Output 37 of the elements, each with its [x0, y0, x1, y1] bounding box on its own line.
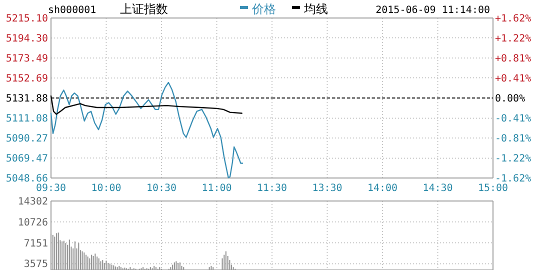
y-tick-label: 7151	[24, 238, 48, 250]
text: 2015-06-09 11:14:00	[376, 5, 490, 16]
x-tick-label: 13:30	[312, 183, 342, 194]
y2-tick-label: -0.81%	[495, 134, 532, 144]
chart-subtitle: 上证指数	[120, 2, 168, 16]
y-tick-label: 10726	[18, 217, 48, 228]
y-tick-label: 5152.69	[6, 73, 48, 84]
x-tick-label: 11:00	[202, 183, 232, 194]
y-tick-label: 14302	[18, 196, 48, 208]
x-tick-label: 11:30	[256, 183, 288, 194]
y2-tick-label: +0.81%	[495, 54, 532, 64]
y2-tick-label: 0.00%	[495, 94, 526, 104]
line-series	[50, 82, 244, 178]
x-tick-label: 14:30	[422, 183, 453, 194]
y-tick-label: 5173.49	[6, 54, 48, 64]
y-tick-label: 5194.30	[6, 33, 48, 44]
x-tick-label: 15:00	[478, 183, 508, 194]
legend-label: 均线	[303, 2, 328, 16]
y-tick-label: 5048.66	[6, 174, 48, 184]
y-tick-label: 5069.47	[6, 153, 48, 164]
x-tick-label: 14:00	[367, 183, 398, 194]
y-tick-label: 5090.27	[6, 134, 48, 144]
x-tick-label: 09:30	[36, 183, 66, 194]
y2-tick-label: -1.62%	[495, 174, 532, 184]
y-tick-label: 5131.88	[6, 94, 48, 104]
y2-tick-label: -0.41%	[495, 114, 532, 125]
y-tick-label: 3575	[24, 259, 48, 270]
chart-title: sh000001	[48, 5, 96, 16]
y2-tick-label: +0.41%	[495, 73, 532, 84]
x-tick-label: 10:00	[91, 183, 122, 194]
y2-tick-label: +1.22%	[495, 33, 532, 44]
y-tick-label: 5215.10	[6, 14, 48, 24]
y2-tick-label: +1.62%	[495, 14, 532, 24]
y2-tick-label: -1.22%	[495, 154, 532, 165]
x-tick-label: 10:30	[146, 183, 177, 194]
legend-label: 价格	[251, 2, 276, 16]
y-tick-label: 5111.08	[6, 113, 48, 124]
